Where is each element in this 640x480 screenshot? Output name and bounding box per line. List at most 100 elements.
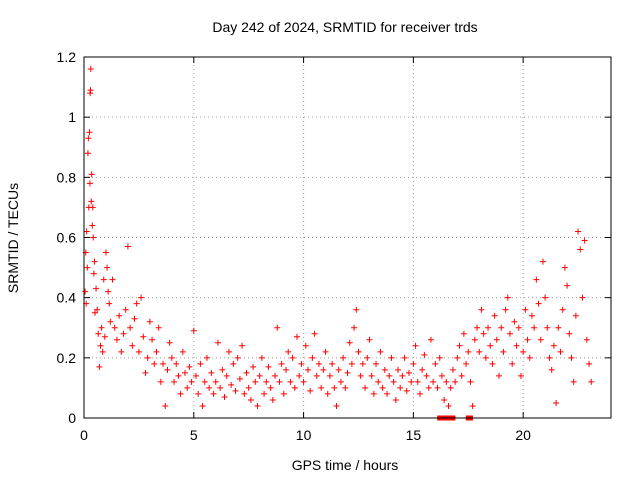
data-point <box>230 360 237 367</box>
data-point <box>84 150 91 157</box>
data-point <box>509 360 516 367</box>
data-point <box>471 336 478 343</box>
data-point <box>276 378 283 385</box>
data-point <box>583 336 590 343</box>
data-point <box>144 354 151 361</box>
data-point <box>217 384 224 391</box>
data-point <box>127 324 134 331</box>
data-point <box>588 378 595 385</box>
data-point <box>553 399 560 406</box>
data-point <box>539 258 546 265</box>
data-point <box>135 348 142 355</box>
data-point <box>124 243 131 250</box>
data-point <box>537 336 544 343</box>
x-axis-label: GPS time / hours <box>292 457 399 473</box>
data-point <box>351 324 358 331</box>
data-point <box>333 402 340 409</box>
data-point <box>94 306 101 313</box>
data-point <box>430 378 437 385</box>
data-point <box>138 294 145 301</box>
y-tick-label: 0.6 <box>57 230 77 246</box>
data-point <box>168 354 175 361</box>
data-point <box>491 312 498 319</box>
data-point <box>89 204 96 211</box>
data-point <box>243 369 250 376</box>
data-point <box>454 354 461 361</box>
data-point <box>566 330 573 337</box>
grid-layer <box>84 57 611 418</box>
data-point <box>388 354 395 361</box>
data-point <box>269 396 276 403</box>
data-point <box>377 348 384 355</box>
data-point <box>311 330 318 337</box>
data-point <box>557 348 564 355</box>
data-point <box>166 339 173 346</box>
data-point <box>203 354 210 361</box>
data-point <box>485 324 492 331</box>
data-point <box>85 135 92 142</box>
data-point <box>113 336 120 343</box>
data-point <box>304 366 311 373</box>
data-point <box>95 330 102 337</box>
data-point <box>395 366 402 373</box>
data-point <box>487 342 494 349</box>
data-point <box>274 324 281 331</box>
data-point <box>528 312 535 319</box>
data-point <box>542 294 549 301</box>
data-point <box>412 342 419 349</box>
y-tick-label: 0.8 <box>57 169 77 185</box>
data-point <box>355 348 362 355</box>
data-point <box>97 342 104 349</box>
data-point <box>423 372 430 379</box>
data-point <box>221 393 228 400</box>
data-point <box>381 366 388 373</box>
data-point <box>570 378 577 385</box>
data-point <box>258 354 265 361</box>
data-point <box>465 348 472 355</box>
data-point <box>302 342 309 349</box>
data-point <box>245 384 252 391</box>
data-point <box>467 378 474 385</box>
data-point <box>96 363 103 370</box>
data-point <box>99 348 106 355</box>
data-point <box>155 324 162 331</box>
data-point <box>449 366 456 373</box>
y-tick-label: 1.2 <box>57 49 77 65</box>
data-point <box>179 348 186 355</box>
data-point <box>84 264 91 271</box>
data-point <box>513 342 520 349</box>
data-point <box>86 180 93 187</box>
data-point <box>296 372 303 379</box>
y-tick-label: 0.4 <box>57 290 77 306</box>
data-point <box>357 372 364 379</box>
data-point <box>340 354 347 361</box>
data-point <box>116 312 123 319</box>
data-point <box>201 378 208 385</box>
data-point <box>476 348 483 355</box>
data-point <box>267 384 274 391</box>
data-point <box>511 318 518 325</box>
data-point <box>265 363 272 370</box>
data-point <box>214 339 221 346</box>
x-tick-label: 0 <box>80 427 88 443</box>
data-point <box>101 333 108 340</box>
data-point <box>263 378 270 385</box>
data-point <box>318 384 325 391</box>
data-point <box>524 336 531 343</box>
data-point <box>504 294 511 301</box>
data-point <box>120 330 127 337</box>
data-point <box>212 378 219 385</box>
data-point <box>83 228 90 235</box>
data-point <box>164 366 171 373</box>
data-point <box>447 384 454 391</box>
data-point <box>575 228 582 235</box>
data-point <box>568 354 575 361</box>
data-point <box>493 336 500 343</box>
data-point <box>401 354 408 361</box>
data-point <box>346 339 353 346</box>
data-point <box>533 276 540 283</box>
data-point <box>408 378 415 385</box>
data-point <box>456 342 463 349</box>
data-point <box>577 246 584 253</box>
data-point <box>149 336 156 343</box>
